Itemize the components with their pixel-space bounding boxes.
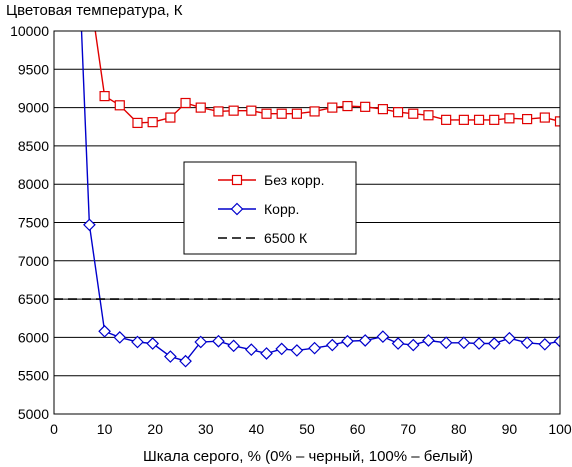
data-point bbox=[244, 343, 258, 357]
x-tick-label: 10 bbox=[97, 421, 113, 437]
data-point bbox=[113, 331, 127, 344]
data-point bbox=[489, 114, 500, 125]
tick-labels: 5000 5500 6000 6500 7000 7500 8000 8500 9000 9500… bbox=[10, 23, 572, 437]
data-point bbox=[146, 337, 160, 350]
y-tick-label: 8500 bbox=[18, 138, 49, 154]
y-tick-label: 9000 bbox=[18, 100, 49, 116]
x-axis-title: Шкала серого, % (0% – черный, 100% – бел… bbox=[143, 448, 473, 465]
x-tick-label: 40 bbox=[249, 421, 265, 437]
y-tick-label: 5500 bbox=[18, 368, 49, 384]
data-point bbox=[212, 334, 225, 348]
series-0 bbox=[94, 31, 560, 129]
data-point bbox=[291, 108, 302, 119]
series-1 bbox=[80, 31, 560, 368]
data-point bbox=[327, 102, 338, 113]
y-tick-label: 6500 bbox=[18, 291, 49, 307]
data-point bbox=[487, 337, 501, 350]
x-tick-label: 70 bbox=[400, 421, 416, 437]
x-tick-label: 50 bbox=[299, 421, 315, 437]
legend-marker bbox=[230, 202, 244, 216]
data-point bbox=[325, 338, 339, 352]
data-point bbox=[276, 108, 287, 119]
data-point bbox=[147, 117, 158, 128]
data-point bbox=[309, 106, 320, 117]
data-point bbox=[195, 102, 206, 113]
data-point bbox=[213, 106, 224, 117]
data-point bbox=[377, 104, 388, 115]
data-point bbox=[180, 97, 191, 109]
x-tick-label: 30 bbox=[198, 421, 214, 437]
legend: Без корр. Корр. 6500 К bbox=[183, 161, 357, 255]
data-point bbox=[538, 337, 552, 351]
data-point bbox=[539, 112, 550, 123]
y-tick-label: 7000 bbox=[18, 253, 49, 269]
data-point bbox=[260, 347, 273, 360]
legend-box bbox=[183, 161, 357, 255]
x-tick-label: 80 bbox=[451, 421, 467, 437]
data-point bbox=[358, 334, 372, 347]
x-tick-label: 100 bbox=[548, 421, 572, 437]
data-point bbox=[408, 108, 419, 119]
x-tick-label: 0 bbox=[50, 421, 58, 437]
series-layer bbox=[54, 31, 560, 368]
data-point bbox=[164, 350, 177, 363]
legend-label: Без корр. bbox=[264, 172, 325, 188]
data-point bbox=[360, 101, 371, 112]
data-point bbox=[392, 107, 404, 118]
data-point bbox=[227, 339, 240, 353]
data-point bbox=[520, 336, 534, 350]
data-point bbox=[376, 330, 390, 343]
data-point bbox=[261, 108, 272, 119]
y-tick-label: 10000 bbox=[10, 23, 49, 39]
data-point bbox=[458, 114, 469, 125]
y-tick-label: 7500 bbox=[18, 215, 49, 231]
data-point bbox=[406, 338, 420, 352]
chart-title: Цветовая температура, К bbox=[6, 2, 183, 19]
y-tick-label: 5000 bbox=[18, 406, 49, 422]
data-point bbox=[423, 110, 434, 121]
plot-frame bbox=[53, 30, 561, 415]
x-tick-label: 20 bbox=[147, 421, 163, 437]
data-point bbox=[275, 342, 289, 356]
data-point bbox=[228, 105, 239, 116]
data-point bbox=[553, 334, 560, 348]
data-point bbox=[473, 114, 485, 125]
data-point bbox=[290, 344, 304, 357]
y-tick-label: 8000 bbox=[18, 176, 49, 192]
x-tick-label: 90 bbox=[502, 421, 518, 437]
data-point bbox=[554, 116, 560, 127]
data-point bbox=[308, 341, 321, 355]
legend-marker bbox=[231, 174, 243, 186]
data-point bbox=[342, 100, 353, 112]
data-point bbox=[422, 334, 435, 347]
data-point bbox=[165, 112, 176, 123]
data-point bbox=[441, 114, 452, 125]
data-point bbox=[194, 335, 208, 349]
data-point bbox=[504, 113, 515, 124]
legend-label: Корр. bbox=[264, 201, 299, 217]
x-tick-label: 60 bbox=[350, 421, 366, 437]
data-point bbox=[98, 324, 111, 338]
data-point bbox=[179, 354, 192, 368]
y-tick-label: 9500 bbox=[18, 61, 49, 77]
y-tick-label: 6000 bbox=[18, 329, 49, 345]
legend-label: 6500 К bbox=[264, 230, 308, 246]
data-point bbox=[341, 334, 354, 348]
data-point bbox=[246, 105, 257, 116]
data-point bbox=[99, 91, 110, 102]
data-point bbox=[522, 113, 533, 125]
data-point bbox=[503, 331, 516, 345]
data-point bbox=[472, 337, 486, 350]
data-point bbox=[391, 337, 405, 350]
data-point bbox=[457, 336, 471, 350]
data-point bbox=[439, 336, 453, 350]
data-point bbox=[131, 335, 144, 349]
data-point bbox=[83, 218, 96, 232]
data-point bbox=[114, 100, 125, 111]
data-point bbox=[132, 117, 143, 129]
